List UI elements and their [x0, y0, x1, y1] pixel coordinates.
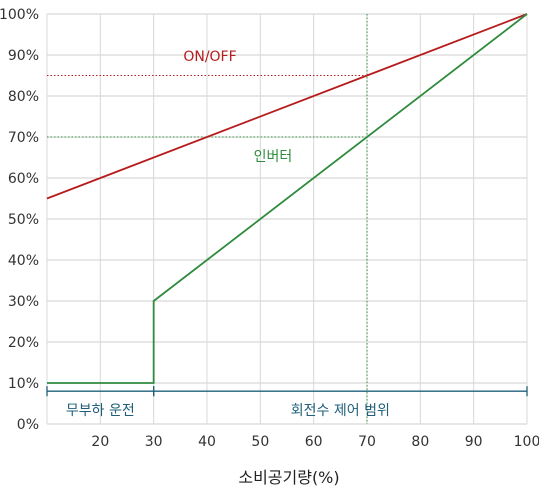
y-tick-label: 10%: [8, 376, 39, 392]
y-tick-label: 0%: [17, 417, 39, 433]
series-line-1: [47, 13, 528, 384]
x-tick-labels: 20 30 40 50 60 70 80 90 100: [91, 434, 539, 450]
y-tick-label: 40%: [8, 253, 39, 269]
x-tick-label: 40: [198, 434, 216, 450]
series-label-inverter: 인버터: [254, 149, 293, 165]
y-tick-label: 90%: [8, 48, 39, 64]
x-tick-label: 50: [251, 434, 269, 450]
reference-lines: [47, 14, 368, 424]
y-tick-label: 100%: [0, 7, 39, 23]
grid: [46, 13, 528, 425]
range-label-0: 무부하 운전: [66, 403, 135, 419]
x-tick-label: 60: [305, 434, 323, 450]
y-tick-label: 70%: [8, 130, 39, 146]
series-line-0: [46, 13, 528, 200]
y-tick-label: 30%: [8, 294, 39, 310]
x-tick-label: 90: [465, 434, 483, 450]
range-bars: 무부하 운전 회전수 제어 범위: [46, 386, 528, 419]
x-tick-label: 20: [91, 434, 109, 450]
y-tick-labels: 0% 10% 20% 30% 40% 50% 60% 70% 80% 90% 100%: [0, 7, 39, 433]
series-lines: [46, 13, 528, 384]
x-axis-label: 소비공기량(%): [238, 468, 339, 487]
y-tick-label: 50%: [8, 212, 39, 228]
series-label-onoff: ON/OFF: [183, 49, 236, 65]
y-tick-label: 20%: [8, 335, 39, 351]
y-tick-label: 60%: [8, 171, 39, 187]
x-tick-label: 100: [514, 434, 539, 450]
x-tick-label: 30: [145, 434, 163, 450]
annotations: ON/OFF 인버터: [183, 49, 292, 165]
range-label-1: 회전수 제어 범위: [291, 403, 390, 419]
x-tick-label: 70: [358, 434, 376, 450]
x-tick-label: 80: [411, 434, 429, 450]
y-tick-label: 80%: [8, 89, 39, 105]
